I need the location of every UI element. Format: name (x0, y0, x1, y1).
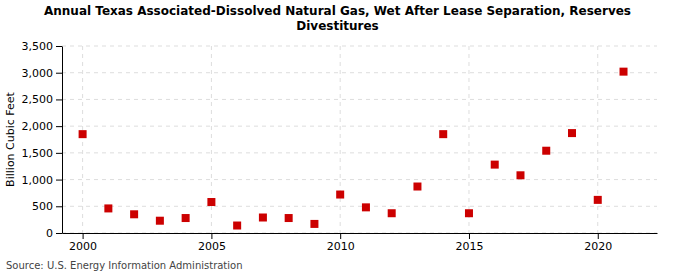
y-tick: 3,500 (22, 40, 63, 53)
y-tick-mark (56, 46, 62, 47)
point (542, 147, 550, 155)
x-tick-mark (469, 233, 470, 239)
y-tick-label: 2,000 (22, 120, 54, 133)
x-tick: 2000 (69, 233, 97, 253)
y-tick-mark (56, 73, 62, 74)
point (79, 130, 87, 138)
y-tick-mark (56, 126, 62, 127)
y-tick: 1,500 (22, 147, 63, 160)
x-grid-line (468, 46, 469, 233)
y-axis-title: Billion Cubic Feet (4, 91, 17, 186)
x-tick-mark (598, 233, 599, 239)
x-grid-line (340, 46, 341, 233)
point (620, 68, 628, 76)
point (259, 214, 267, 222)
y-tick: 0 (46, 227, 62, 240)
point (233, 222, 241, 230)
point (182, 214, 190, 222)
y-grid-line (62, 179, 657, 180)
y-tick: 1,000 (22, 174, 63, 187)
y-grid-line (62, 206, 657, 207)
y-tick: 3,000 (22, 67, 63, 80)
point (594, 196, 602, 204)
y-tick-label: 500 (32, 200, 53, 213)
x-axis-line (63, 233, 658, 234)
y-grid-line (62, 233, 657, 234)
plot: 2000 2005 2010 2015 2020 0 500 1,000 1,500 2,000 2… (22, 40, 658, 253)
title-line: Annual Texas Associated-Dissolved Natura… (44, 4, 631, 18)
point (310, 220, 318, 228)
point (516, 171, 524, 179)
points (79, 68, 628, 230)
y-axis: 0 500 1,000 1,500 2,000 2,500 3,000 3,500 (22, 40, 63, 240)
x-tick-mark (83, 233, 84, 239)
x-tick-label: 2020 (584, 240, 612, 253)
x-tick-mark (211, 233, 212, 239)
y-tick-mark (56, 206, 62, 207)
x-tick: 2005 (198, 233, 226, 253)
y-tick-label: 2,500 (22, 93, 54, 106)
y-tick: 500 (32, 200, 62, 213)
point (130, 210, 138, 218)
y-grid-line (62, 72, 657, 73)
chart: 2000 2005 2010 2015 2020 0 500 1,000 1,500 2,000 2… (0, 0, 675, 275)
x-tick: 2020 (584, 233, 612, 253)
source: Source: U.S. Energy Information Administ… (6, 260, 243, 271)
y-axis-line (62, 47, 63, 234)
point (413, 183, 421, 191)
point (568, 129, 576, 137)
y-tick-mark (56, 180, 62, 181)
point (156, 217, 164, 225)
x-grid-line (82, 46, 83, 233)
y-tick-mark (56, 99, 62, 100)
y-tick-label: 3,000 (22, 67, 54, 80)
x-tick: 2015 (455, 233, 483, 253)
point (491, 161, 499, 169)
y-grid-line (62, 126, 657, 127)
point (285, 214, 293, 222)
y-tick-label: 3,500 (22, 40, 54, 53)
x-tick-label: 2015 (455, 240, 483, 253)
point (207, 198, 215, 206)
y-tick-mark (56, 233, 62, 234)
x-axis: 2000 2005 2010 2015 2020 (63, 233, 658, 253)
y-grid-line (62, 152, 657, 153)
y-tick-mark (56, 153, 62, 154)
y-tick: 2,000 (22, 120, 63, 133)
grid (62, 46, 657, 233)
point (336, 191, 344, 199)
y-grid-line (62, 99, 657, 100)
title-line: Divestitures (296, 19, 379, 33)
y-tick-label: 1,000 (22, 174, 54, 187)
y-grid-line (62, 46, 657, 47)
x-tick-label: 2000 (69, 240, 97, 253)
x-grid-line (597, 46, 598, 233)
point (104, 204, 112, 212)
x-tick-label: 2005 (198, 240, 226, 253)
title: Annual Texas Associated-Dissolved Natura… (44, 4, 631, 33)
chart-container: 2000 2005 2010 2015 2020 0 500 1,000 1,500 2,000 2… (0, 0, 675, 275)
y-tick-label: 0 (46, 227, 53, 240)
point (362, 203, 370, 211)
point (439, 130, 447, 138)
y-tick-label: 1,500 (22, 147, 54, 160)
point (388, 209, 396, 217)
x-tick: 2010 (327, 233, 355, 253)
x-tick-label: 2010 (327, 240, 355, 253)
x-tick-mark (340, 233, 341, 239)
y-tick: 2,500 (22, 93, 63, 106)
point (465, 209, 473, 217)
